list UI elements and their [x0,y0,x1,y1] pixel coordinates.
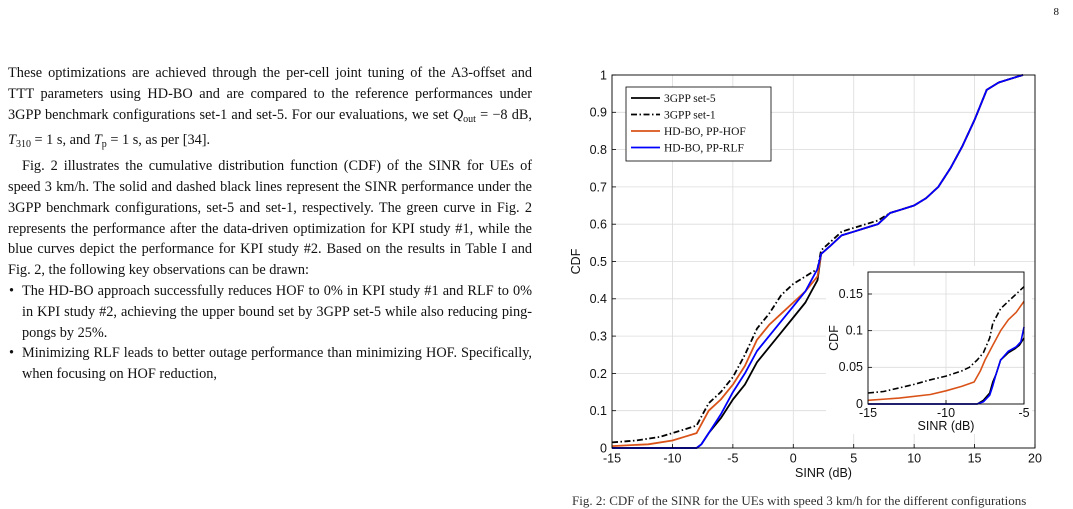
inset-y-tick-label: 0.15 [839,287,863,301]
main-y-tick-label: 0.8 [590,143,607,157]
main-series-line-hd-bo-pp-rlf [612,74,1024,449]
observations-list: The HD-BO approach successfully reduces … [8,281,532,385]
main-x-tick-label: 0 [790,452,797,466]
main-x-tick-label: 10 [907,452,921,466]
legend-entry: 3GPP set-1 [664,110,716,122]
main-y-tick-label: 0.1 [590,404,607,418]
main-y-tick-label: 0.9 [590,106,607,120]
t310-subscript: 310 [15,139,31,151]
legend-entry: HD-BO, PP-HOF [664,126,746,138]
main-y-tick-label: 1 [600,68,607,82]
paragraph-optimizations-text: These optimizations are achieved through… [8,65,532,123]
main-y-tick-label: 0.5 [590,255,607,269]
legend-entry: 3GPP set-5 [664,93,716,105]
observation-item: The HD-BO approach successfully reduces … [9,281,532,343]
legend-box [625,86,772,162]
inset-series-line-3gpp-set-1 [867,286,1025,394]
inset-x-tick-label: -15 [859,406,877,420]
main-y-tick-label: 0.7 [590,180,607,194]
main-x-tick-label: 15 [968,452,982,466]
tp-value: = 1 s, as per [34]. [106,132,211,149]
main-x-tick-label: -15 [603,452,621,466]
main-y-tick-label: 0.2 [590,367,607,381]
main-y-tick-label: 0.4 [590,292,607,306]
main-x-tick-label: -5 [727,452,738,466]
main-y-tick-label: 0 [600,441,607,455]
inset-x-tick-label: -5 [1018,406,1029,420]
tp-symbol: T [93,132,102,149]
main-y-tick-label: 0.6 [590,218,607,232]
q-out-subscript: out [463,113,476,125]
main-x-tick-label: 20 [1028,452,1042,466]
inset-y-tick-label: 0.1 [846,324,863,338]
inset-y-tick-label: 0.05 [839,360,863,374]
paragraph-fig2: Fig. 2 illustrates the cumulative distri… [8,158,532,279]
main-x-tick-label: -10 [663,452,681,466]
q-out-value: = −8 dB, [475,106,533,123]
figure-sinr-cdf: -15 -10 -5 0 5 10 15 20 0 0.1 0.2 0.3 0.4 0.5 0.6 0.7 0.… [560,60,1060,500]
main-y-axis-label: CDF [569,248,583,274]
inset-y-axis-label: CDF [827,325,841,351]
body-text-column: These optimizations are achieved through… [8,63,532,385]
main-x-axis-label: SINR (dB) [795,466,852,480]
inset-series-line-hd-bo-pp-hof [867,300,1025,402]
legend-entry: HD-BO, PP-RLF [664,143,744,155]
tp-subscript: p [101,139,107,151]
cdf-chart: -15 -10 -5 0 5 10 15 2000.10.20.30.40.50.60.70.… [569,68,1042,480]
t310-symbol: T [8,132,16,149]
figure-caption: Fig. 2: CDF of the SINR for the UEs with… [572,493,1027,508]
main-x-tick-label: 5 [850,452,857,466]
paragraph-optimizations: These optimizations are achieved through… [8,63,532,156]
t310-value: = 1 s, and [30,132,94,149]
inset-y-tick-label: 0 [856,397,863,411]
main-y-tick-label: 0.3 [590,329,607,343]
inset-series-line-hd-bo-pp-rlf [868,326,1025,405]
observation-item: Minimizing RLF leads to better outage pe… [9,343,532,385]
inset-x-tick-label: -10 [937,406,955,420]
page-number: 8 [1053,6,1060,18]
q-out-symbol: Q [452,106,464,123]
inset-x-axis-label: SINR (dB) [918,419,975,433]
